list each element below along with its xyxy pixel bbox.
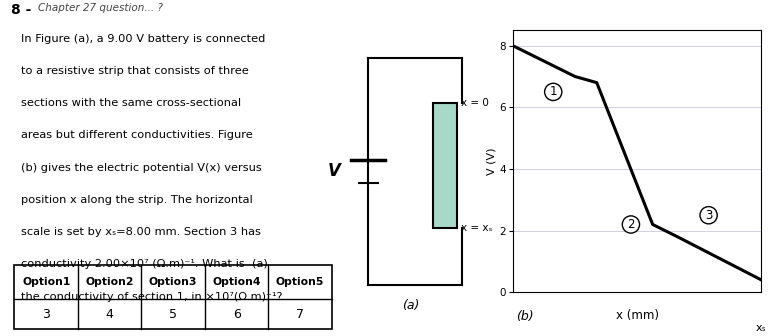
Text: Option2: Option2 bbox=[85, 277, 134, 287]
Text: the conductivity of section 1, in ×10⁷(Ω.m)⁻¹?: the conductivity of section 1, in ×10⁷(Ω… bbox=[21, 292, 283, 302]
Bar bbox=[434, 103, 457, 228]
Text: Chapter 27 question... ?: Chapter 27 question... ? bbox=[38, 3, 162, 13]
Y-axis label: V (V): V (V) bbox=[486, 148, 497, 175]
Text: 8 -: 8 - bbox=[11, 3, 32, 17]
Text: 2: 2 bbox=[627, 218, 635, 231]
Text: sections with the same cross-sectional: sections with the same cross-sectional bbox=[21, 98, 242, 108]
Text: Option1: Option1 bbox=[22, 277, 71, 287]
Text: Option3: Option3 bbox=[149, 277, 197, 287]
Text: 1: 1 bbox=[549, 85, 557, 98]
X-axis label: x (mm): x (mm) bbox=[615, 309, 659, 322]
Text: conductivity 2.00×10⁷ (Ω.m)⁻¹. What is  (a): conductivity 2.00×10⁷ (Ω.m)⁻¹. What is (… bbox=[21, 259, 268, 269]
Text: x = xₛ: x = xₛ bbox=[462, 223, 493, 233]
Text: xₛ: xₛ bbox=[756, 323, 767, 333]
Text: 3: 3 bbox=[705, 209, 713, 222]
Text: x = 0: x = 0 bbox=[462, 98, 490, 108]
Text: areas but different conductivities. Figure: areas but different conductivities. Figu… bbox=[21, 130, 253, 140]
Text: 3: 3 bbox=[42, 308, 51, 321]
Text: scale is set by xₛ=8.00 mm. Section 3 has: scale is set by xₛ=8.00 mm. Section 3 ha… bbox=[21, 227, 261, 237]
Text: to a resistive strip that consists of three: to a resistive strip that consists of th… bbox=[21, 66, 249, 76]
Text: 5: 5 bbox=[169, 308, 177, 321]
Text: position x along the strip. The horizontal: position x along the strip. The horizont… bbox=[21, 195, 253, 205]
Text: Option4: Option4 bbox=[212, 277, 261, 287]
Text: (b) gives the electric potential V(x) versus: (b) gives the electric potential V(x) ve… bbox=[21, 163, 262, 173]
Text: (b): (b) bbox=[516, 309, 533, 323]
Text: V: V bbox=[328, 162, 340, 180]
Text: 4: 4 bbox=[106, 308, 113, 321]
Text: Option5: Option5 bbox=[276, 277, 324, 287]
Text: 6: 6 bbox=[232, 308, 241, 321]
Text: In Figure (a), a 9.00 V battery is connected: In Figure (a), a 9.00 V battery is conne… bbox=[21, 34, 266, 44]
Text: 7: 7 bbox=[296, 308, 304, 321]
Text: (a): (a) bbox=[402, 299, 420, 312]
